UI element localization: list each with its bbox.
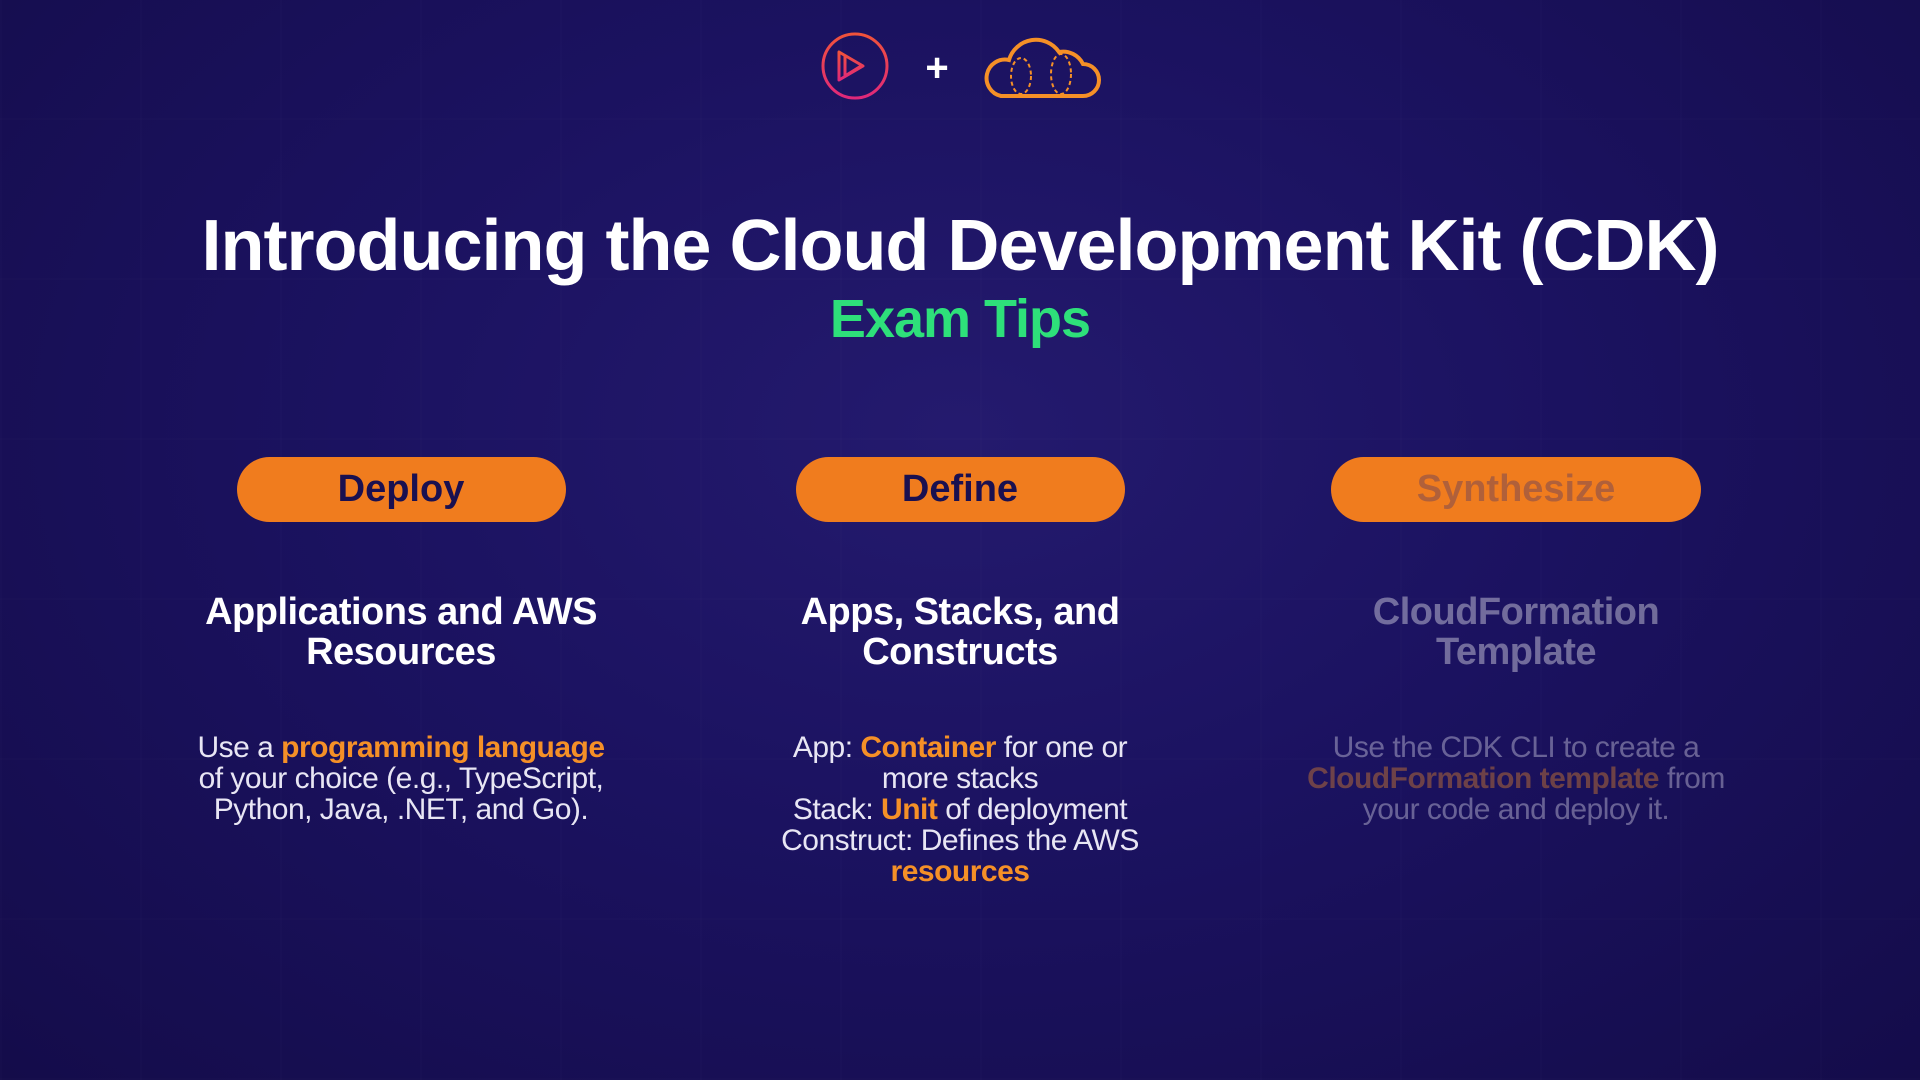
pill-define: Define [795,457,1125,522]
pill-synthesize: Synthesize [1331,457,1701,522]
column-heading: Apps, Stacks, and Constructs [800,591,1120,673]
pill-label: Synthesize [1416,468,1616,510]
column-synthesize: Synthesize CloudFormation Template Use t… [1296,457,1736,825]
body-text: Construct: Defines the AWS [781,824,1139,857]
plus-sign: + [925,46,949,90]
body-text: for one or more stacks [881,731,1128,795]
body-text: of deployment [937,793,1128,826]
column-define: Define Apps, Stacks, and Constructs App:… [760,457,1160,887]
column-body: Use the CDK CLI to create a CloudFormati… [1296,732,1736,825]
logo-bar: + [0,30,1920,107]
column-deploy: Deploy Applications and AWS Resources Us… [196,457,606,825]
highlight-text: Unit [881,793,938,826]
column-body: Use a programming language of your choic… [196,732,606,825]
highlight-text: resources [890,855,1030,888]
body-text: App: [792,731,861,764]
column-heading: CloudFormation Template [1372,591,1660,673]
column-heading: Applications and AWS Resources [205,591,597,673]
body-text: from your code and deploy it. [1362,762,1726,826]
highlight-text: programming language [281,731,605,764]
page-title: Introducing the Cloud Development Kit (C… [201,206,1720,286]
body-text: of your choice (e.g., TypeScript, Python… [198,762,604,826]
column-body: App: Container for one or more stacks Sta… [760,732,1160,887]
cloud-icon [983,30,1101,107]
page-subtitle: Exam Tips [829,289,1091,349]
play-circle-icon [819,30,891,107]
body-text: Stack: [792,793,882,826]
highlight-text: Container [860,731,996,764]
pill-deploy: Deploy [236,457,566,522]
body-text: Use the CDK CLI to create a [1332,731,1700,764]
highlight-text: CloudFormation template [1307,762,1659,795]
body-text: Use a [197,731,282,764]
